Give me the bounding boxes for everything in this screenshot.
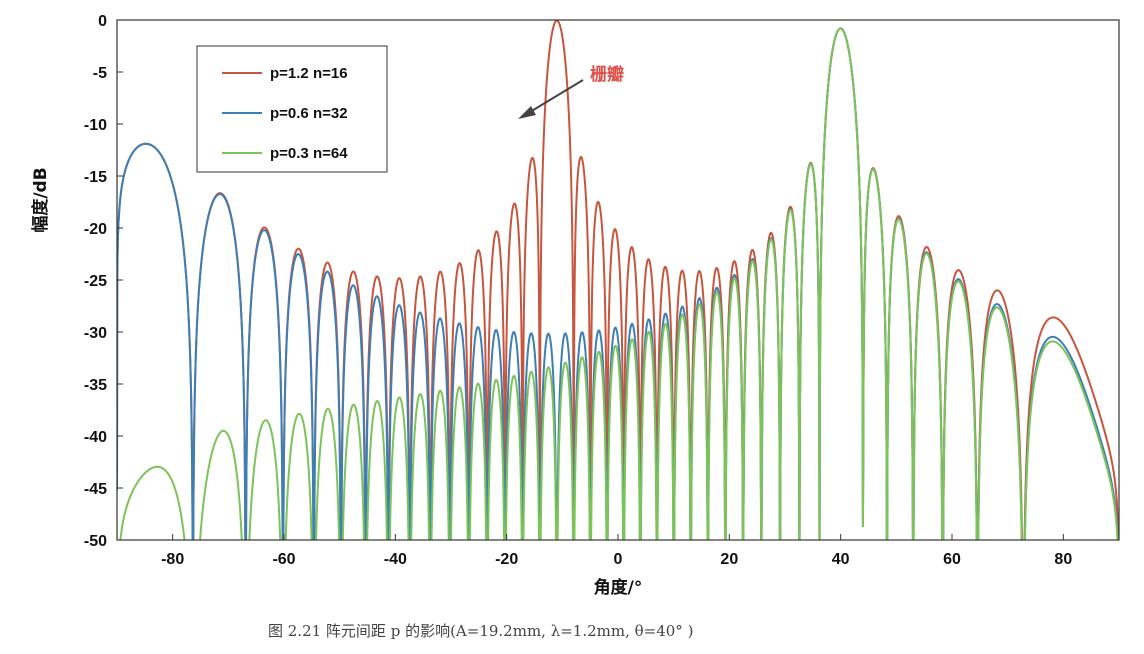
x-tick-label: 80 bbox=[1054, 551, 1072, 568]
y-axis-label: 幅度/dB bbox=[30, 167, 51, 232]
x-tick-label: 0 bbox=[614, 551, 623, 568]
y-tick-label: -40 bbox=[84, 429, 107, 446]
x-tick-label: 40 bbox=[832, 551, 850, 568]
legend-label-2: p=0.3 n=64 bbox=[270, 145, 348, 162]
x-tick-label: -60 bbox=[272, 551, 295, 568]
annotation-arrow-shaft bbox=[524, 79, 584, 116]
y-tick-label: -25 bbox=[84, 273, 107, 290]
legend-label-0: p=1.2 n=16 bbox=[270, 65, 348, 82]
y-axis: 0 -5 -10 -15 -20 -25 -30 -35 -40 -45 -50 bbox=[84, 13, 123, 550]
y-tick-label: -30 bbox=[84, 325, 107, 342]
series-layer bbox=[117, 20, 1119, 540]
grating-lobe-annotation: 栅瓣 bbox=[518, 64, 624, 119]
y-tick-label: -45 bbox=[84, 481, 107, 498]
y-tick-label: -10 bbox=[84, 117, 107, 134]
y-tick-label: -50 bbox=[84, 533, 107, 550]
x-tick-label: -20 bbox=[495, 551, 518, 568]
y-tick-label: -35 bbox=[84, 377, 107, 394]
annotation-arrow-head bbox=[518, 106, 536, 119]
annotation-text: 栅瓣 bbox=[590, 64, 624, 85]
x-axis-label: 角度/° bbox=[594, 577, 643, 598]
legend-box bbox=[196, 45, 388, 173]
y-tick-label: 0 bbox=[98, 13, 107, 30]
y-tick-label: -15 bbox=[84, 169, 107, 186]
figure-caption: 图 2.21 阵元间距 p 的影响(A=19.2mm, λ=1.2mm, θ=4… bbox=[268, 622, 693, 640]
y-tick-label: -20 bbox=[84, 221, 107, 238]
legend: p=1.2 n=16 p=0.6 n=32 p=0.3 n=64 bbox=[196, 45, 388, 173]
y-tick-label: -5 bbox=[93, 65, 107, 82]
x-axis: -80 -60 -40 -20 0 20 40 60 80 bbox=[161, 534, 1072, 568]
x-tick-label: -40 bbox=[384, 551, 407, 568]
x-tick-label: -80 bbox=[161, 551, 184, 568]
x-tick-label: 20 bbox=[720, 551, 738, 568]
x-tick-label: 60 bbox=[943, 551, 961, 568]
legend-label-1: p=0.6 n=32 bbox=[270, 105, 348, 122]
series-line-2 bbox=[119, 27, 1119, 540]
